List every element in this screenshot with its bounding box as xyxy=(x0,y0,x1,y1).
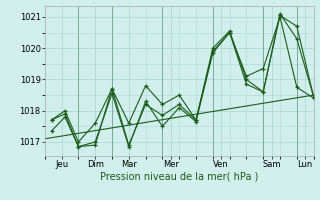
X-axis label: Pression niveau de la mer( hPa ): Pression niveau de la mer( hPa ) xyxy=(100,172,258,182)
